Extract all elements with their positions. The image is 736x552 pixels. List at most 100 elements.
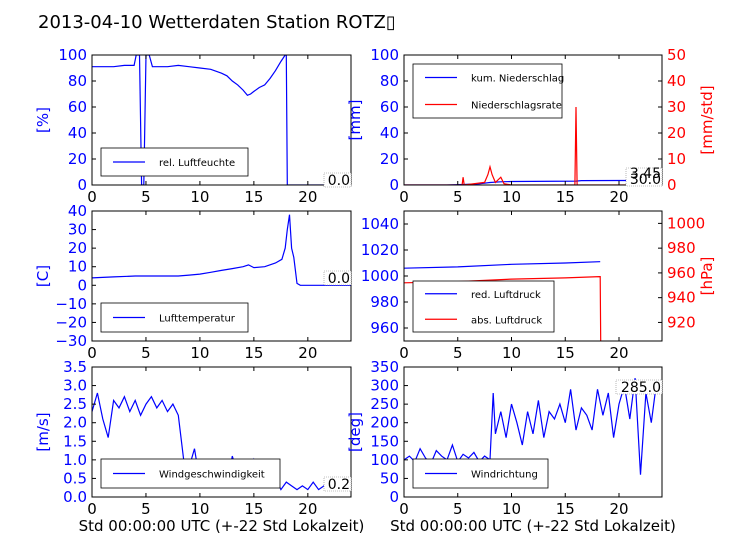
legend: rel. Luftfeuchte [100, 147, 249, 177]
legend: Windrichtung [412, 458, 549, 489]
panel-precipitation: 0 5 10 15 20 0 20 40 60 80 100 0 10 20 30 40 50 [mm] [mm/s… [346, 46, 716, 206]
x-tick-label: 20 [609, 500, 628, 518]
y-tick-label: −10 [55, 295, 87, 313]
x-tick-label: 5 [453, 188, 463, 206]
y-tick-label: 1040 [361, 215, 399, 233]
x-tick-label: 20 [298, 344, 317, 362]
x-tick-label: 0 [87, 500, 97, 518]
x-tick-label: 0 [87, 344, 97, 362]
y-axis-label: [deg] [346, 412, 364, 452]
y-tick-label: −30 [55, 332, 87, 350]
y-tick-label: 0 [77, 176, 87, 194]
x-tick-label: 0 [399, 344, 409, 362]
y-tick-label: 40 [68, 202, 87, 220]
legend-label: Windrichtung [471, 470, 538, 481]
x-tick-label: 5 [141, 344, 151, 362]
y-right-tick-label: 960 [667, 264, 696, 282]
axes-frame [91, 366, 352, 498]
legend-label: Windgeschwindigkeit [159, 470, 265, 481]
x-tick-label: 15 [244, 344, 263, 362]
series-line-precipitation-0 [404, 179, 662, 185]
y-tick-label: 60 [380, 98, 399, 116]
series-line-temperature-0 [92, 214, 351, 286]
y-tick-label: 100 [370, 46, 399, 64]
y-tick-label: 60 [68, 98, 87, 116]
legend: red. Luftdruck abs. Luftdruck [412, 280, 555, 333]
legend-box [412, 63, 563, 119]
x-tick-label: 10 [190, 344, 209, 362]
y-tick-label: 250 [370, 395, 399, 413]
value-box [625, 167, 663, 187]
figure-title: 2013-04-10 Wetterdaten Station ROTZ▯ [38, 12, 396, 33]
y-tick-label: 2.5 [63, 395, 87, 413]
x-tick-label: 10 [502, 500, 521, 518]
y-right-tick-label: 30 [667, 98, 686, 116]
y-tick-label: 10 [68, 258, 87, 276]
legend: kum. Niederschlag Niederschlagsrate [412, 63, 564, 119]
y-tick-label: 1020 [361, 241, 399, 259]
x-tick-label: 15 [556, 188, 575, 206]
x-tick-label: 15 [556, 344, 575, 362]
x-tick-label: 20 [609, 188, 628, 206]
legend-label: kum. Niederschlag [471, 74, 564, 85]
axes-frame [403, 366, 663, 498]
y-tick-label: 20 [380, 150, 399, 168]
value-label: 285.0 [621, 380, 661, 396]
y-axis-label: [C] [34, 265, 52, 287]
legend-box [412, 280, 555, 333]
legend: Windgeschwindigkeit [100, 458, 281, 489]
axes-frame [403, 54, 663, 186]
y-tick-label: 80 [68, 72, 87, 90]
series-line-precipitation-1 [404, 106, 662, 185]
y-right-tick-label: 1000 [667, 214, 705, 232]
y-right-tick-label: 20 [667, 124, 686, 142]
x-tick-label: 10 [502, 344, 521, 362]
legend-label: rel. Luftfeuchte [159, 158, 235, 169]
axes-frame [91, 54, 352, 186]
value-box [323, 172, 352, 188]
y-tick-label: 1.0 [63, 451, 87, 469]
x-tick-label: 5 [141, 500, 151, 518]
y-tick-label: 20 [68, 150, 87, 168]
y-tick-label: 3.0 [63, 377, 87, 395]
y-tick-label: 20 [68, 239, 87, 257]
y-tick-label: 960 [370, 319, 399, 337]
x-tick-label: 20 [298, 500, 317, 518]
x-tick-label: 10 [190, 500, 209, 518]
y-right-tick-label: 40 [667, 72, 686, 90]
x-tick-label: 10 [502, 188, 521, 206]
legend: Lufttemperatur [100, 302, 249, 333]
x-tick-label: 5 [453, 344, 463, 362]
y-tick-label: 0.5 [63, 469, 87, 487]
value-box [615, 379, 663, 395]
y-tick-label: 50 [380, 469, 399, 487]
y-right-tick-label: 50 [667, 46, 686, 64]
y-tick-label: 30 [68, 221, 87, 239]
y-right-tick-label: 0 [667, 176, 677, 194]
x-axis-label: Std 00:00:00 UTC (+-22 Std Lokalzeit) [79, 517, 365, 535]
y-tick-label: 100 [370, 451, 399, 469]
x-tick-label: 0 [399, 500, 409, 518]
x-tick-label: 0 [87, 188, 97, 206]
y-right-tick-label: 10 [667, 150, 686, 168]
y-tick-label: 1000 [361, 267, 399, 285]
y-axis-label: [mm] [346, 100, 364, 141]
y-right-tick-label: 980 [667, 239, 696, 257]
y-tick-label: 2.0 [63, 414, 87, 432]
x-tick-label: 20 [298, 188, 317, 206]
y-tick-label: 150 [370, 432, 399, 450]
y-tick-label: 980 [370, 293, 399, 311]
y-axis-label: [%] [34, 107, 52, 133]
y-axis-label: [m/s] [34, 412, 52, 451]
series-line-wind_direction-0 [404, 378, 662, 475]
x-axis-label: Std 00:00:00 UTC (+-22 Std Lokalzeit) [390, 517, 676, 535]
panel-wind_speed: 0 5 10 15 20 0.00.51.01.52.02.53.03.5 [m/s] Std… [34, 358, 364, 535]
value-label: 0.2 [328, 477, 350, 493]
x-tick-label: 5 [453, 500, 463, 518]
y-tick-label: 200 [370, 414, 399, 432]
panel-humidity: 0 5 10 15 20 0 20 40 60 80 100 [%] rel. Luftfeuchte 0… [34, 46, 352, 206]
value-label: 30.0 [630, 172, 661, 188]
y-tick-label: 3.5 [63, 358, 87, 376]
y-right-axis-label: [hPa] [698, 257, 716, 296]
